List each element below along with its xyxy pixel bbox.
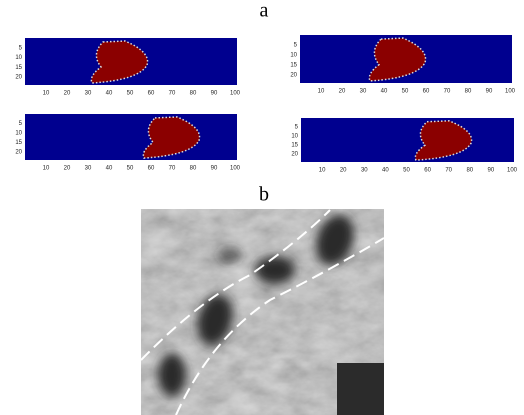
x-tick-label: 40	[106, 91, 113, 97]
panel-label: a	[260, 0, 269, 22]
heatmap-background	[25, 114, 237, 160]
x-tick-label: 60	[423, 89, 430, 95]
x-tick-label: 60	[424, 168, 431, 174]
x-tick-label: 50	[402, 89, 409, 95]
x-tick-label: 40	[382, 168, 389, 174]
x-tick-label: 50	[127, 91, 134, 97]
x-tick-label: 40	[106, 166, 113, 172]
y-tick-label: 20	[291, 152, 298, 158]
y-tick-label: 15	[291, 143, 298, 149]
x-tick-label: 50	[127, 166, 134, 172]
y-tick-label: 15	[15, 65, 22, 71]
y-tick-label: 10	[15, 55, 22, 61]
y-tick-label: 5	[19, 121, 23, 127]
heatmap-background	[301, 118, 514, 162]
y-tick-label: 20	[15, 150, 22, 156]
y-tick-label: 10	[15, 131, 22, 137]
x-tick-label: 100	[505, 89, 516, 95]
x-tick-label: 70	[445, 168, 452, 174]
x-tick-label: 30	[85, 166, 92, 172]
x-tick-label: 100	[230, 91, 241, 97]
x-tick-label: 30	[85, 91, 92, 97]
y-tick-label: 10	[290, 53, 297, 59]
x-tick-label: 20	[339, 89, 346, 95]
x-tick-label: 80	[465, 89, 472, 95]
micrograph	[141, 209, 384, 415]
x-tick-label: 100	[230, 166, 241, 172]
x-tick-label: 20	[64, 166, 71, 172]
x-tick-label: 80	[466, 168, 473, 174]
x-tick-label: 10	[319, 168, 326, 174]
inset-square	[337, 363, 384, 415]
panel-label: b	[259, 184, 269, 206]
x-tick-label: 30	[361, 168, 368, 174]
x-tick-label: 70	[169, 166, 176, 172]
x-tick-label: 90	[486, 89, 493, 95]
x-tick-label: 10	[43, 91, 50, 97]
x-tick-label: 70	[444, 89, 451, 95]
x-tick-label: 20	[64, 91, 71, 97]
x-tick-label: 80	[190, 91, 197, 97]
x-tick-label: 50	[403, 168, 410, 174]
x-tick-label: 90	[488, 168, 495, 174]
figure: a b 10 20 30 40 50 60 70 80 90 100 5 10 15 20 10 20 30 40…	[0, 0, 524, 415]
x-tick-label: 40	[381, 89, 388, 95]
y-tick-label: 5	[294, 43, 298, 49]
y-tick-label: 5	[19, 45, 23, 51]
x-tick-label: 10	[318, 89, 325, 95]
x-tick-label: 20	[340, 168, 347, 174]
x-tick-label: 100	[507, 168, 518, 174]
y-tick-label: 20	[290, 73, 297, 79]
x-tick-label: 60	[148, 166, 155, 172]
x-tick-label: 30	[360, 89, 367, 95]
y-tick-label: 5	[295, 125, 299, 131]
x-tick-label: 80	[190, 166, 197, 172]
x-tick-label: 90	[211, 166, 218, 172]
plot-group: 10 20 30 40 50 60 70 80 90 100 5 10 15 20 10 20 30 40 50 60…	[15, 35, 517, 174]
y-tick-label: 15	[290, 63, 297, 69]
x-tick-label: 10	[43, 166, 50, 172]
y-tick-label: 10	[291, 134, 298, 140]
y-tick-label: 20	[15, 75, 22, 81]
x-tick-label: 60	[148, 91, 155, 97]
x-tick-label: 70	[169, 91, 176, 97]
y-tick-label: 15	[15, 140, 22, 146]
x-tick-label: 90	[211, 91, 218, 97]
